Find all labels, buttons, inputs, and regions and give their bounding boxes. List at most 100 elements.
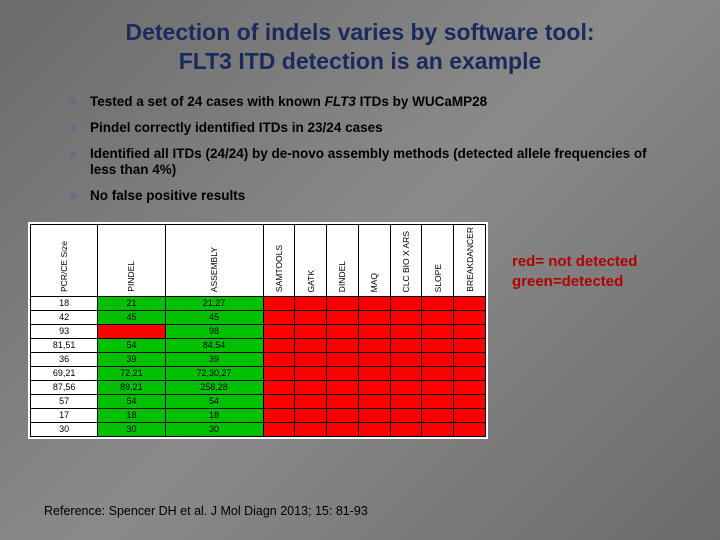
table-cell <box>454 353 486 367</box>
table-cell <box>263 367 295 381</box>
table-cell <box>422 423 454 437</box>
column-header: ASSEMBLY <box>165 225 263 297</box>
table-cell: 45 <box>98 311 165 325</box>
table-cell <box>327 423 359 437</box>
column-header: SAMTOOLS <box>263 225 295 297</box>
table-cell <box>263 409 295 423</box>
bullet-item: Identified all ITDs (24/24) by de-novo a… <box>70 146 670 178</box>
table-cell <box>454 339 486 353</box>
table-cell <box>98 325 165 339</box>
detection-table: PCR/CE SizePINDELASSEMBLYSAMTOOLSGATKDIN… <box>28 222 488 439</box>
table-cell <box>390 339 422 353</box>
table-cell: 30 <box>165 423 263 437</box>
table-cell <box>358 325 390 339</box>
table-cell: 69,21 <box>31 367 98 381</box>
column-header: CLC BIO X ARS <box>390 225 422 297</box>
table-row: 424545 <box>31 311 486 325</box>
bullet-dot-icon <box>70 151 76 157</box>
table-cell <box>390 381 422 395</box>
table-row: 171818 <box>31 409 486 423</box>
table-cell: 72,30,27 <box>165 367 263 381</box>
table-cell <box>327 381 359 395</box>
table-cell <box>390 367 422 381</box>
table-cell <box>390 325 422 339</box>
table-row: 303030 <box>31 423 486 437</box>
table-cell <box>327 353 359 367</box>
bullet-item: Tested a set of 24 cases with known FLT3… <box>70 94 670 110</box>
table-cell: 18 <box>31 297 98 311</box>
table-cell: 17 <box>31 409 98 423</box>
bullet-dot-icon <box>70 193 76 199</box>
table-cell <box>454 381 486 395</box>
table-cell <box>454 395 486 409</box>
table-cell: 258,28 <box>165 381 263 395</box>
table-row: 69,2172,2172,30,27 <box>31 367 486 381</box>
table-cell <box>422 339 454 353</box>
table-cell <box>422 325 454 339</box>
table-cell <box>390 395 422 409</box>
table-cell <box>390 311 422 325</box>
bullet-item: No false positive results <box>70 188 670 204</box>
table-cell: 39 <box>98 353 165 367</box>
column-header: DINDEL <box>327 225 359 297</box>
table-cell <box>422 381 454 395</box>
table-cell <box>327 367 359 381</box>
table-cell: 84,54 <box>165 339 263 353</box>
table-cell <box>358 409 390 423</box>
bullet-list: Tested a set of 24 cases with known FLT3… <box>0 86 720 219</box>
table-cell <box>390 409 422 423</box>
table-cell <box>358 395 390 409</box>
table-row: 363939 <box>31 353 486 367</box>
table-row: 87,5689,21258,28 <box>31 381 486 395</box>
table-cell: 98 <box>165 325 263 339</box>
column-header: PCR/CE Size <box>31 225 98 297</box>
table-cell <box>295 297 327 311</box>
column-header: GATK <box>295 225 327 297</box>
table-row: 575454 <box>31 395 486 409</box>
table-cell <box>454 297 486 311</box>
table-cell <box>327 395 359 409</box>
slide-title: Detection of indels varies by software t… <box>0 0 720 86</box>
table-cell: 39 <box>165 353 263 367</box>
table-cell <box>295 409 327 423</box>
table-cell <box>422 395 454 409</box>
table-cell: 93 <box>31 325 98 339</box>
color-legend: red= not detected green=detected <box>512 252 637 291</box>
column-header: PINDEL <box>98 225 165 297</box>
table-cell <box>263 339 295 353</box>
bullet-dot-icon <box>70 99 76 105</box>
table-cell <box>263 325 295 339</box>
bullet-item: Pindel correctly identified ITDs in 23/2… <box>70 120 670 136</box>
table-cell: 89,21 <box>98 381 165 395</box>
table-cell <box>422 353 454 367</box>
table-cell <box>327 311 359 325</box>
column-header: BREAKDANCER <box>454 225 486 297</box>
table-cell: 54 <box>98 339 165 353</box>
table-cell <box>295 339 327 353</box>
table-cell <box>358 353 390 367</box>
table-cell <box>263 381 295 395</box>
table-cell: 45 <box>165 311 263 325</box>
table-cell: 36 <box>31 353 98 367</box>
table-cell <box>295 381 327 395</box>
table-cell <box>263 297 295 311</box>
bullet-dot-icon <box>70 125 76 131</box>
table-cell: 54 <box>165 395 263 409</box>
table-cell <box>327 409 359 423</box>
table-cell <box>358 367 390 381</box>
table-cell <box>422 367 454 381</box>
table-cell <box>454 325 486 339</box>
table-cell <box>327 297 359 311</box>
table-cell <box>295 325 327 339</box>
table-cell: 18 <box>165 409 263 423</box>
table-cell: 18 <box>98 409 165 423</box>
table-cell <box>454 311 486 325</box>
table-cell <box>327 339 359 353</box>
table-cell <box>358 311 390 325</box>
table-cell <box>390 297 422 311</box>
table-cell <box>422 311 454 325</box>
table-cell: 21 <box>98 297 165 311</box>
table-row: 182121,27 <box>31 297 486 311</box>
table-cell <box>295 395 327 409</box>
column-header: MAQ <box>358 225 390 297</box>
